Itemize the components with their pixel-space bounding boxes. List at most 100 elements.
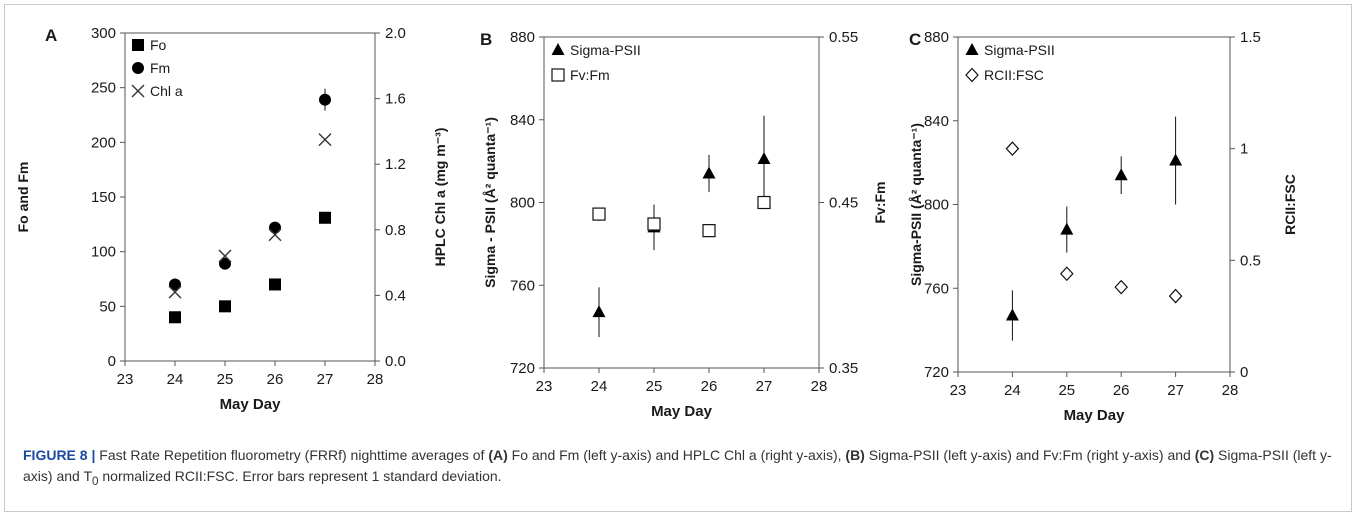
- x-tick-label: 28: [811, 378, 828, 395]
- x-tick-label: 26: [1113, 382, 1130, 399]
- y2-tick-label: 0: [1240, 364, 1248, 381]
- y2-tick-label: 0.0: [385, 353, 406, 370]
- legend-label: Sigma-PSII: [984, 42, 1055, 58]
- data-point: [1114, 279, 1129, 295]
- y-axis-title: Sigma - PSII (Å² quanta⁻¹): [482, 117, 498, 288]
- y-tick-label: 50: [99, 298, 116, 315]
- x-tick-label: 27: [317, 371, 334, 388]
- data-point: [269, 278, 281, 291]
- series-rcii-fsc: [1005, 141, 1183, 304]
- series-chl-a: [168, 133, 332, 299]
- series-sigma-psii: [1005, 116, 1183, 341]
- y2-tick-label: 0.35: [829, 360, 858, 377]
- y-tick-label: 300: [91, 25, 116, 42]
- caption-subscript: 0: [92, 474, 99, 488]
- x-axis-title: May Day: [651, 403, 713, 420]
- data-point: [318, 133, 332, 147]
- data-point: [219, 257, 231, 270]
- legend-label: Sigma-PSII: [570, 42, 641, 58]
- y2-tick-label: 1.2: [385, 156, 406, 173]
- data-point: [1005, 141, 1020, 157]
- legend-marker: [965, 43, 979, 55]
- data-point: [647, 217, 661, 231]
- data-point: [319, 211, 331, 224]
- x-tick-label: 28: [367, 371, 384, 388]
- data-point: [1168, 288, 1183, 304]
- y-tick-label: 720: [510, 360, 535, 377]
- legend-marker: [131, 84, 145, 98]
- y-tick-label: 200: [91, 134, 116, 151]
- data-point: [702, 166, 716, 179]
- y-tick-label: 880: [924, 29, 949, 46]
- chart-panel-c: C 720 760 800 840 880 0 0.5 1 1.5 23 24 25 26 27 28 May …: [908, 29, 1298, 424]
- data-point: [169, 278, 181, 291]
- panel-letter: A: [45, 26, 57, 45]
- y2-tick-label: 0.4: [385, 287, 406, 304]
- x-tick-label: 28: [1222, 382, 1239, 399]
- data-point: [169, 311, 181, 324]
- y2-tick-label: 0.45: [829, 195, 858, 212]
- caption-text-3: Sigma-PSII (left y-axis) and Fv:Fm (righ…: [864, 447, 1195, 463]
- caption-text-2: Fo and Fm (left y-axis) and HPLC Chl a (…: [507, 447, 846, 463]
- y2-axis-title: RCII:FSC: [1282, 174, 1298, 235]
- x-tick-label: 23: [536, 378, 553, 395]
- data-point: [268, 228, 282, 242]
- y-tick-label: 720: [924, 364, 949, 381]
- y2-tick-label: 0.55: [829, 29, 858, 46]
- y-tick-label: 760: [924, 280, 949, 297]
- y-tick-label: 100: [91, 244, 116, 261]
- caption-panel-b: (B): [845, 447, 865, 463]
- legend-marker: [132, 62, 144, 74]
- y2-axis-title: HPLC Chl a (mg m⁻³): [432, 128, 448, 267]
- y-axis-title: Sigma-PSII (Å² quanta⁻¹): [908, 123, 924, 286]
- caption-text-1: Fast Rate Repetition fluorometry (FRRf) …: [95, 447, 489, 463]
- panel-letter: B: [480, 30, 492, 49]
- series-sigma-psii: [592, 115, 771, 337]
- figure-container: A 0 50 100 150 200 250 300 0.0 0.4 0.8 1.2 1.6 2.0 23 2…: [4, 4, 1352, 512]
- y-tick-label: 150: [91, 189, 116, 206]
- y-tick-label: 760: [510, 277, 535, 294]
- legend-label: RCII:FSC: [984, 67, 1044, 83]
- caption-figure-label: FIGURE 8 |: [23, 447, 96, 463]
- y-tick-label: 0: [108, 353, 116, 370]
- x-axis-title: May Day: [1064, 407, 1126, 424]
- y2-tick-label: 1.6: [385, 91, 406, 108]
- data-point: [757, 152, 771, 165]
- x-tick-label: 25: [217, 371, 234, 388]
- x-tick-label: 26: [267, 371, 284, 388]
- data-point: [219, 300, 231, 313]
- legend-marker: [551, 68, 565, 82]
- data-point: [218, 249, 232, 263]
- data-point: [1060, 222, 1074, 235]
- data-point: [1114, 168, 1128, 181]
- series-fv-fm: [592, 195, 771, 238]
- y-tick-label: 840: [510, 112, 535, 129]
- data-point: [757, 195, 771, 210]
- data-point: [702, 224, 716, 238]
- data-point: [319, 93, 331, 106]
- legend-label: Fm: [150, 60, 170, 76]
- data-point: [1005, 308, 1019, 321]
- x-tick-label: 27: [756, 378, 773, 395]
- legend-marker: [551, 43, 565, 55]
- x-tick-label: 25: [1058, 382, 1075, 399]
- caption-panel-c: (C): [1194, 447, 1215, 463]
- legend-label: Fo: [150, 37, 167, 53]
- y-tick-label: 800: [510, 195, 535, 212]
- x-tick-label: 23: [117, 371, 134, 388]
- caption-text-4: Sigma-PSII (left y-axis) and T: [23, 447, 1332, 484]
- panel-letter: C: [909, 30, 921, 49]
- legend-label: Fv:Fm: [570, 67, 610, 83]
- figure-caption: FIGURE 8 | Fast Rate Repetition fluorome…: [23, 445, 1338, 492]
- y2-tick-label: 0.8: [385, 222, 406, 239]
- data-point: [1169, 153, 1183, 166]
- y-tick-label: 250: [91, 80, 116, 97]
- y2-tick-label: 1.5: [1240, 29, 1261, 46]
- legend-marker: [132, 39, 144, 51]
- x-axis-title: May Day: [220, 396, 282, 413]
- x-tick-label: 25: [646, 378, 663, 395]
- y-tick-label: 880: [510, 29, 535, 46]
- y2-tick-label: 0.5: [1240, 252, 1261, 269]
- data-point: [592, 305, 606, 318]
